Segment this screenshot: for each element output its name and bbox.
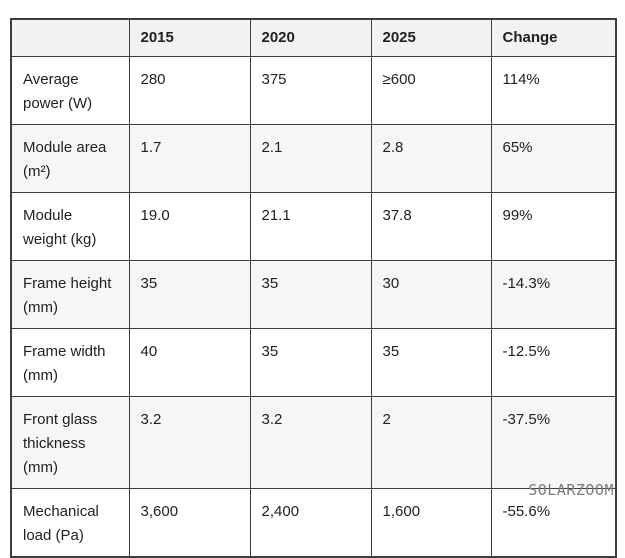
row-label: Mechanical load (Pa) xyxy=(10,487,130,557)
solarzoom-watermark: SOLARZOOM xyxy=(528,481,614,499)
cell: -37.5% xyxy=(490,395,617,489)
cell: 21.1 xyxy=(249,191,372,261)
table-row-front-glass-thickness: Front glass thickness (mm) 3.2 3.2 2 -37… xyxy=(10,395,617,489)
row-label: Module area (m²) xyxy=(10,123,130,193)
row-label: Module weight (kg) xyxy=(10,191,130,261)
cell: 99% xyxy=(490,191,617,261)
table-row-average-power: Average power (W) 280 375 ≥600 114% xyxy=(10,55,617,125)
cell: 3.2 xyxy=(249,395,372,489)
column-header-change: Change xyxy=(490,18,617,57)
cell: 35 xyxy=(249,327,372,397)
cell: 19.0 xyxy=(128,191,251,261)
cell: 2.1 xyxy=(249,123,372,193)
cell: 114% xyxy=(490,55,617,125)
column-header-2015: 2015 xyxy=(128,18,251,57)
cell: 280 xyxy=(128,55,251,125)
cell: 30 xyxy=(370,259,492,329)
table-row-frame-width: Frame width (mm) 40 35 35 -12.5% xyxy=(10,327,617,397)
cell: -12.5% xyxy=(490,327,617,397)
column-header-2020: 2020 xyxy=(249,18,372,57)
cell: 2.8 xyxy=(370,123,492,193)
table-row-frame-height: Frame height (mm) 35 35 30 -14.3% xyxy=(10,259,617,329)
table-row-module-area: Module area (m²) 1.7 2.1 2.8 65% xyxy=(10,123,617,193)
cell: 375 xyxy=(249,55,372,125)
row-label: Average power (W) xyxy=(10,55,130,125)
cell: -14.3% xyxy=(490,259,617,329)
column-header-blank xyxy=(10,18,130,57)
cell: 1,600 xyxy=(370,487,492,557)
cell: 40 xyxy=(128,327,251,397)
cell: 2,400 xyxy=(249,487,372,557)
cell: 65% xyxy=(490,123,617,193)
cell: 3.2 xyxy=(128,395,251,489)
cell: 3,600 xyxy=(128,487,251,557)
row-label: Frame width (mm) xyxy=(10,327,130,397)
cell: 37.8 xyxy=(370,191,492,261)
cell: 35 xyxy=(249,259,372,329)
cell: ≥600 xyxy=(370,55,492,125)
cell: 35 xyxy=(370,327,492,397)
table-row-module-weight: Module weight (kg) 19.0 21.1 37.8 99% xyxy=(10,191,617,261)
row-label: Frame height (mm) xyxy=(10,259,130,329)
row-label: Front glass thickness (mm) xyxy=(10,395,130,489)
header-row: 2015 2020 2025 Change xyxy=(10,18,617,57)
cell: 1.7 xyxy=(128,123,251,193)
cell: 2 xyxy=(370,395,492,489)
column-header-2025: 2025 xyxy=(370,18,492,57)
module-spec-table: 2015 2020 2025 Change Average power (W) … xyxy=(10,18,617,558)
cell: 35 xyxy=(128,259,251,329)
